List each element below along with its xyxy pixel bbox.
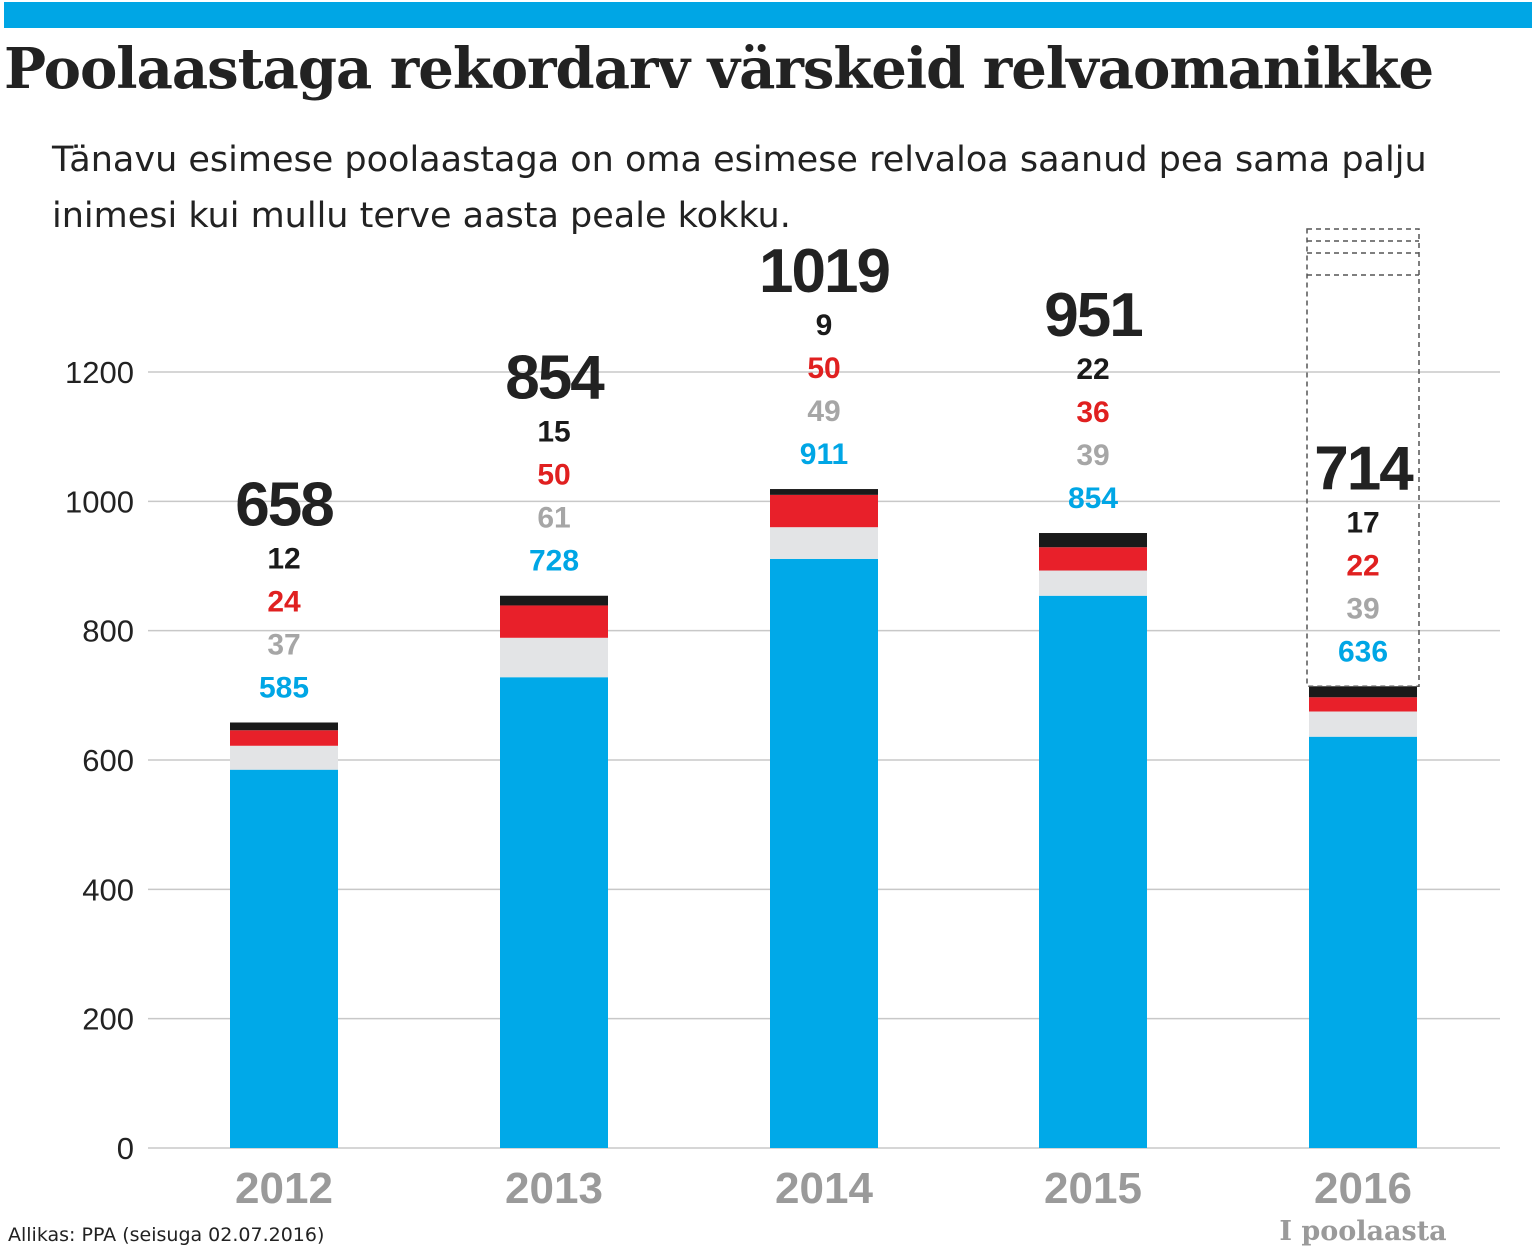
chart-title: Poolaastaga rekordarv värskeid relvaoman… <box>4 36 1434 102</box>
y-tick-label-400: 400 <box>82 872 134 907</box>
value-label-2016-3: 17 <box>1346 506 1379 539</box>
value-label-2016-1: 39 <box>1346 592 1379 625</box>
bar-segment-2016-2 <box>1309 697 1417 712</box>
bar-segment-2012-1 <box>230 745 338 770</box>
bar-segment-2014-2 <box>770 494 878 528</box>
value-label-2013-0: 728 <box>529 545 579 578</box>
top-accent-bar <box>4 2 1532 28</box>
y-tick-label-800: 800 <box>82 614 134 649</box>
value-label-2014-1: 49 <box>807 395 840 428</box>
x-tick-sublabel-2016: I poolaasta <box>1279 1216 1446 1247</box>
y-tick-label-200: 200 <box>82 1002 134 1037</box>
y-tick-labels: 0 200 400 600 800 1000 1200 <box>65 355 134 1166</box>
value-label-2015-0: 854 <box>1068 482 1118 515</box>
total-label-2016: 714 <box>1314 434 1414 503</box>
value-label-2015-2: 36 <box>1076 396 1109 429</box>
bar-segment-2016-3 <box>1309 686 1417 698</box>
partial-year-outline <box>1306 228 1420 688</box>
bar-segment-2015-1 <box>1039 570 1147 596</box>
value-label-2013-1: 61 <box>537 502 570 535</box>
value-label-2013-3: 15 <box>537 416 570 449</box>
chart-subtitle: Tänavu esimese poolaastaga on oma esimes… <box>52 140 1427 236</box>
value-label-2015-1: 39 <box>1076 439 1109 472</box>
source-note: Allikas: PPA (seisuga 02.07.2016) <box>8 1224 325 1246</box>
value-label-2012-0: 585 <box>259 671 309 704</box>
bar-segment-2016-1 <box>1309 711 1417 737</box>
bar-segment-2013-0 <box>500 677 608 1148</box>
x-tick-label-2014: 2014 <box>775 1164 873 1213</box>
value-label-2016-0: 636 <box>1338 635 1388 668</box>
value-label-2016-2: 22 <box>1346 549 1379 582</box>
bar-segment-2012-2 <box>230 730 338 746</box>
bar-segment-2015-2 <box>1039 547 1147 571</box>
total-label-2014: 1019 <box>759 237 889 306</box>
bar-segment-2014-3 <box>770 489 878 495</box>
bar-segment-2014-0 <box>770 558 878 1148</box>
total-label-2012: 658 <box>235 470 333 539</box>
value-label-2013-2: 50 <box>537 459 570 492</box>
bars <box>230 228 1420 1148</box>
value-label-2012-1: 37 <box>267 628 300 661</box>
x-tick-label-2016: 2016 <box>1314 1164 1412 1213</box>
bar-segment-2013-2 <box>500 605 608 638</box>
bar-segment-2015-0 <box>1039 595 1147 1148</box>
total-label-2013: 854 <box>505 344 605 413</box>
x-tick-label-2013: 2013 <box>505 1164 603 1213</box>
y-tick-label-0: 0 <box>117 1131 134 1166</box>
bar-segment-2013-3 <box>500 595 608 606</box>
x-tick-label-2012: 2012 <box>235 1164 333 1213</box>
bar-segment-2014-1 <box>770 527 878 559</box>
value-label-2012-3: 12 <box>267 542 300 575</box>
total-label-2015: 951 <box>1044 281 1142 350</box>
value-label-2012-2: 24 <box>267 585 301 618</box>
bar-segment-2016-0 <box>1309 736 1417 1148</box>
value-label-2015-3: 22 <box>1076 353 1109 386</box>
bar-segment-2015-3 <box>1039 533 1147 548</box>
value-label-2014-0: 911 <box>800 438 848 471</box>
y-tick-label-1200: 1200 <box>65 355 134 390</box>
value-labels: 5853724126587286150158549114950910198543… <box>235 237 1416 704</box>
value-label-2014-3: 9 <box>816 309 833 342</box>
bar-segment-2012-3 <box>230 722 338 731</box>
x-tick-label-2015: 2015 <box>1044 1164 1142 1213</box>
y-tick-label-1000: 1000 <box>65 484 134 519</box>
y-tick-label-600: 600 <box>82 743 134 778</box>
bar-segment-2012-0 <box>230 769 338 1148</box>
value-label-2014-2: 50 <box>807 352 840 385</box>
bar-segment-2013-1 <box>500 637 608 678</box>
